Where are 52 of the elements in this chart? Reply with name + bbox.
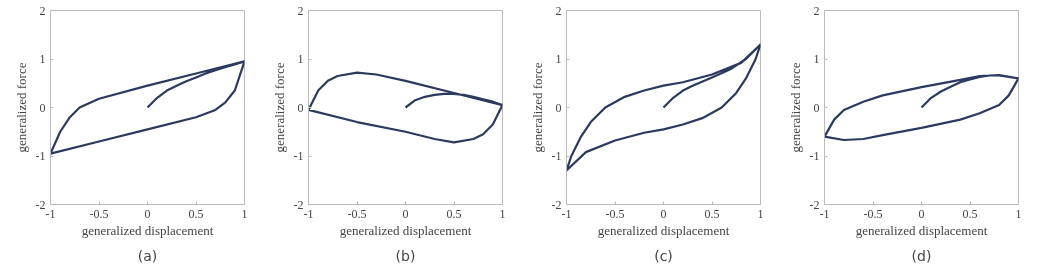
y-tick-label: 0	[297, 100, 304, 115]
y-tick-label: -2	[35, 197, 46, 212]
y-tick-label: 1	[813, 52, 820, 66]
x-tick-label: 1	[1015, 206, 1022, 221]
text: (a)	[137, 247, 158, 264]
x-axis-title: generalized displacement	[855, 222, 988, 238]
line-series	[308, 71, 503, 144]
y-tick-label: 1	[297, 52, 304, 66]
x-axis-title: generalized displacement	[81, 222, 214, 238]
x-tick-label: 0.5	[446, 206, 462, 221]
y-axis-title: generalized force	[13, 62, 29, 153]
y-tick-label: 1	[555, 52, 562, 66]
y-tick-label: 2	[555, 3, 562, 18]
x-tick-label: -0.5	[863, 206, 883, 221]
x-tick-label: 1	[499, 206, 506, 221]
x-axis-title: generalized displacement	[339, 222, 472, 238]
y-tick-label: -2	[293, 197, 304, 212]
y-tick-label: -2	[809, 197, 820, 212]
x-tick-label: 0.5	[188, 206, 204, 221]
y-tick-label: -1	[809, 149, 820, 163]
text: (d)	[911, 247, 932, 264]
x-tick-label: 0.5	[962, 206, 978, 221]
x-tick-label: 0	[144, 206, 151, 221]
x-axis-title: generalized displacement	[597, 222, 730, 238]
x-tick-label: 0	[660, 206, 667, 221]
line-series	[50, 60, 245, 155]
line-series	[824, 73, 1019, 142]
y-tick-label: 0	[813, 100, 820, 115]
x-tick-label: 0	[918, 206, 925, 221]
x-tick-label: 0	[402, 206, 409, 221]
text: (b)	[395, 247, 416, 264]
x-tick-label: -0.5	[89, 206, 109, 221]
y-tick-label: -2	[551, 197, 562, 212]
y-axis-title: generalized force	[787, 62, 803, 153]
y-tick-label: -1	[35, 149, 46, 163]
x-tick-label: 0.5	[704, 206, 720, 221]
y-tick-label: 0	[39, 100, 46, 115]
x-tick-label: -0.5	[347, 206, 367, 221]
text: (c)	[654, 247, 673, 264]
y-tick-label: 1	[39, 52, 46, 66]
x-tick-label: 1	[757, 206, 764, 221]
x-tick-label: 1	[241, 206, 248, 221]
y-axis-title: generalized force	[529, 62, 545, 153]
y-tick-label: 2	[813, 3, 820, 18]
y-tick-label: -1	[293, 149, 304, 163]
y-tick-label: 2	[297, 3, 304, 18]
line-series	[566, 43, 761, 172]
y-tick-label: 2	[39, 3, 46, 18]
y-axis-title: generalized force	[271, 62, 287, 153]
x-tick-label: -0.5	[605, 206, 625, 221]
y-tick-label: 0	[555, 100, 562, 115]
y-tick-label: -1	[551, 149, 562, 163]
